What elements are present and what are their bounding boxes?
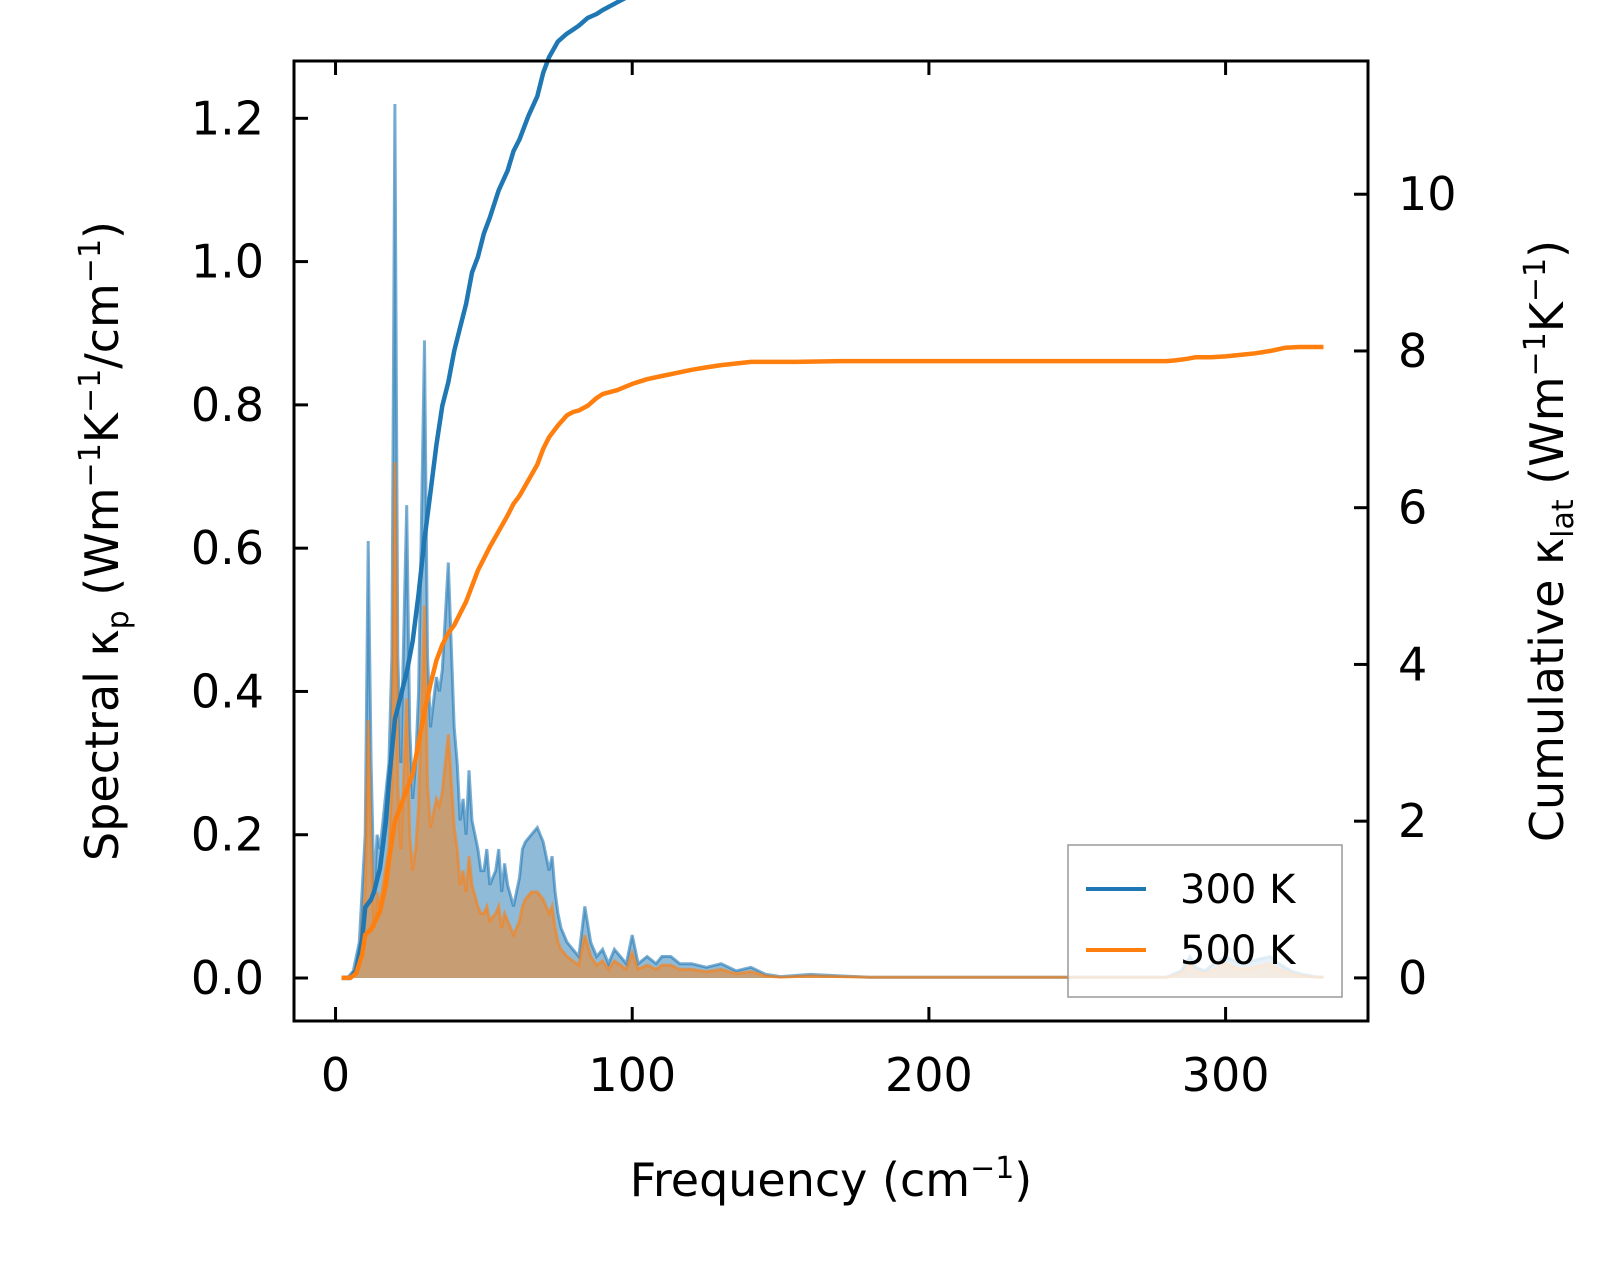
y-left-tick-label: 1.2 bbox=[191, 91, 264, 145]
y-right-tick-label: 2 bbox=[1398, 794, 1427, 848]
x-axis-ticks: 0 100 200 300 bbox=[321, 61, 1270, 1102]
legend-label-300k: 300 K bbox=[1180, 867, 1297, 913]
y-right-tick-label: 4 bbox=[1398, 637, 1427, 691]
legend-label-500k: 500 K bbox=[1180, 928, 1297, 974]
cumulative-line-500k bbox=[341, 344, 1324, 981]
y-right-tick-label: 10 bbox=[1398, 167, 1457, 221]
y-axis-right-label: Cumulative κlat (Wm−1K−1) bbox=[1518, 240, 1581, 842]
y-right-tick-label: 0 bbox=[1398, 951, 1427, 1005]
x-tick-label: 0 bbox=[321, 1048, 350, 1102]
spectral-line-500k bbox=[341, 462, 1324, 980]
x-tick-label: 200 bbox=[885, 1048, 973, 1102]
y-right-tick-label: 6 bbox=[1398, 481, 1427, 535]
series-lines bbox=[341, 0, 1324, 981]
y-axis-right-ticks: 0 2 4 6 8 10 bbox=[1354, 167, 1457, 1005]
legend-box bbox=[1067, 844, 1343, 998]
legend: 300 K 500 K bbox=[1067, 844, 1343, 998]
cumulative-line-300k bbox=[341, 0, 627, 981]
x-tick-label: 300 bbox=[1182, 1048, 1270, 1102]
x-axis-label: Frequency (cm−1) bbox=[630, 1151, 1033, 1207]
y-axis-left-ticks: 0.0 0.2 0.4 0.6 0.8 1.0 1.2 bbox=[191, 91, 308, 1005]
x-tick-label: 100 bbox=[588, 1048, 676, 1102]
y-axis-left-label: Spectral κp (Wm−1K−1/cm−1) bbox=[73, 221, 136, 861]
spectral-fill-areas bbox=[341, 103, 1324, 980]
y-left-tick-label: 0.2 bbox=[191, 808, 264, 862]
y-left-tick-label: 1.0 bbox=[191, 235, 264, 289]
y-left-tick-label: 0.4 bbox=[191, 664, 264, 718]
y-left-tick-label: 0.8 bbox=[191, 378, 264, 432]
plot-frame bbox=[292, 59, 1370, 1023]
spectral-area-500k bbox=[341, 462, 1324, 978]
y-left-tick-label: 0.6 bbox=[191, 521, 264, 575]
y-left-tick-label: 0.0 bbox=[191, 951, 264, 1005]
y-right-tick-label: 8 bbox=[1398, 324, 1427, 378]
